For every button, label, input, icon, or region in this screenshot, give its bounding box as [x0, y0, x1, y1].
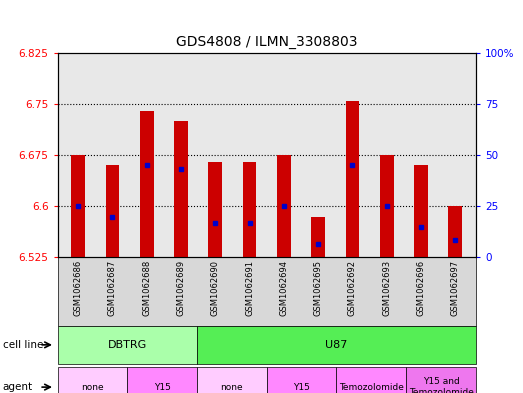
Text: none: none: [81, 383, 104, 391]
Bar: [106, 165, 119, 257]
Text: none: none: [221, 383, 243, 391]
Bar: [277, 155, 291, 257]
Title: GDS4808 / ILMN_3308803: GDS4808 / ILMN_3308803: [176, 35, 358, 49]
Bar: [414, 165, 428, 257]
Text: U87: U87: [325, 340, 348, 350]
Bar: [346, 101, 359, 257]
Bar: [71, 155, 85, 257]
Text: cell line: cell line: [3, 340, 43, 350]
Bar: [140, 111, 154, 257]
Text: Y15: Y15: [293, 383, 310, 391]
Bar: [449, 206, 462, 257]
Bar: [380, 155, 394, 257]
Text: agent: agent: [3, 382, 33, 392]
Text: DBTRG: DBTRG: [108, 340, 147, 350]
Text: Y15: Y15: [154, 383, 170, 391]
Bar: [243, 162, 256, 257]
Bar: [209, 162, 222, 257]
Text: Temozolomide: Temozolomide: [339, 383, 404, 391]
Bar: [311, 217, 325, 257]
Bar: [174, 121, 188, 257]
Text: Y15 and
Temozolomide: Y15 and Temozolomide: [408, 377, 473, 393]
